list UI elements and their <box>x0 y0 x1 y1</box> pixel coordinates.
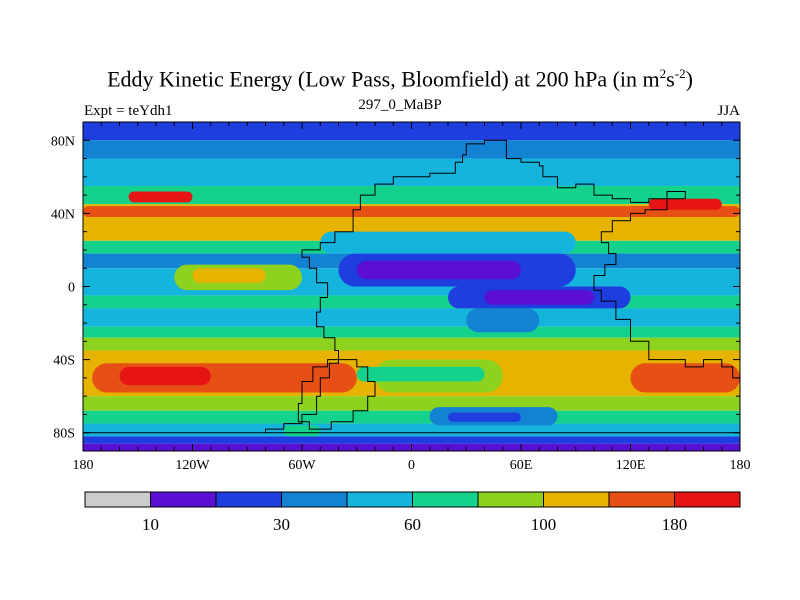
x-tick-label: 180 <box>730 458 751 473</box>
field-patch <box>283 425 321 437</box>
colorbar-box <box>543 491 610 508</box>
x-tick-label: 60E <box>510 458 533 473</box>
field-patch <box>466 308 540 333</box>
x-tick-label: 180 <box>73 458 94 473</box>
x-tick-label: 60W <box>288 458 316 473</box>
field-patch <box>128 191 193 203</box>
colorbar-box <box>412 491 479 508</box>
lat-band <box>83 122 740 141</box>
lat-band <box>83 140 740 159</box>
lat-band <box>83 326 740 338</box>
colorbar-box <box>215 491 282 508</box>
colorbar-box <box>281 491 348 508</box>
colorbar-box <box>84 491 151 508</box>
lat-band <box>83 185 740 205</box>
colorbar-box <box>674 491 741 508</box>
field-patch <box>648 198 722 210</box>
lat-band <box>83 423 740 437</box>
continent-outlines <box>83 139 741 434</box>
season-label: JJA <box>717 103 740 119</box>
lat-band <box>83 337 740 351</box>
field-patch <box>448 412 521 422</box>
colorbar-label: 10 <box>142 515 159 534</box>
field-patch <box>320 231 576 254</box>
colorbar-box <box>346 491 413 508</box>
field-patch <box>119 366 211 386</box>
y-tick-label: 40N <box>51 207 75 222</box>
x-tick-label: 120E <box>616 458 646 473</box>
colorbar: 10 30 60 100 180 <box>84 491 741 534</box>
lat-band <box>83 410 740 424</box>
field-patch <box>356 260 521 280</box>
lat-band <box>83 308 740 327</box>
continent-outline <box>297 359 376 430</box>
axes: 180 120W 60W 0 60E 120E 180 80N 40N 0 40S 80S <box>51 121 751 473</box>
map-field <box>83 122 740 451</box>
colorbar-label: 100 <box>531 515 557 534</box>
x-tick-label: 120W <box>175 458 210 473</box>
continent-outline <box>83 139 741 434</box>
run-label: 297_0_MaBP <box>358 97 442 113</box>
colorbar-label: 30 <box>273 515 290 534</box>
field-patch <box>83 165 740 177</box>
y-tick-label: 40S <box>53 354 75 369</box>
lat-band <box>83 396 740 411</box>
y-tick-label: 80N <box>51 134 75 149</box>
field-patch <box>484 290 594 305</box>
field-patch <box>192 268 266 283</box>
field-patch <box>83 206 740 218</box>
field-patch <box>630 363 740 393</box>
lat-band <box>83 436 740 444</box>
colorbar-label: 60 <box>404 515 421 534</box>
chart-title: Eddy Kinetic Energy (Low Pass, Bloomfiel… <box>107 66 693 92</box>
x-tick-label: 0 <box>408 458 415 473</box>
lat-band <box>83 295 740 309</box>
experiment-label: Expt = teYdh1 <box>84 103 173 119</box>
colorbar-label: 180 <box>662 515 688 534</box>
field-patch <box>356 366 485 382</box>
y-tick-label: 80S <box>53 427 75 442</box>
y-tick-label: 0 <box>68 281 75 296</box>
colorbar-box <box>150 491 217 508</box>
colorbar-box <box>477 491 544 508</box>
colorbar-box <box>608 491 675 508</box>
